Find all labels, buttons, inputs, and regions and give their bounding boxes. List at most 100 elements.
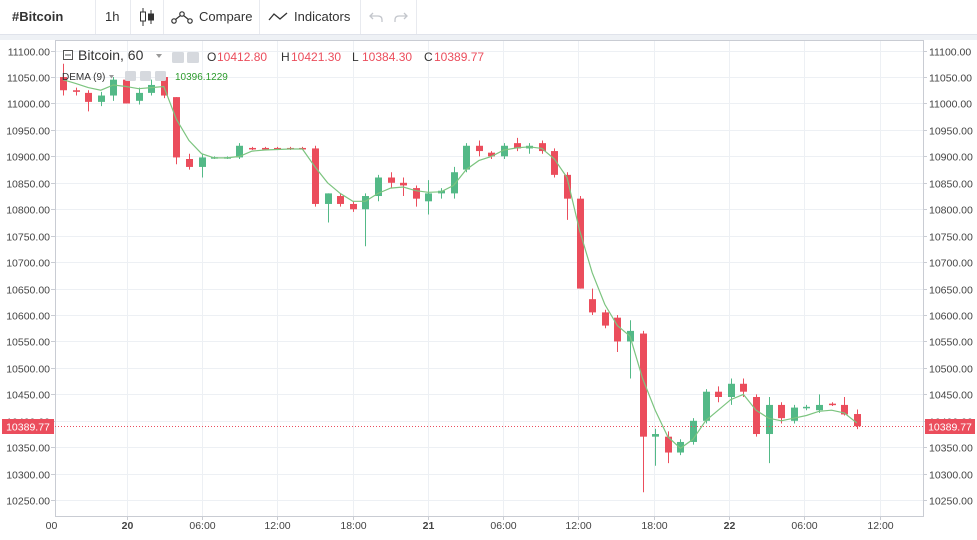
candle-body xyxy=(451,172,458,194)
x-tick-label: 21 xyxy=(423,520,435,532)
candle-body xyxy=(816,404,823,411)
last-price-label-left: 10389.77 xyxy=(6,422,50,434)
x-tick-label: 18:00 xyxy=(641,520,667,532)
undo-button[interactable] xyxy=(369,0,383,34)
candle-body xyxy=(829,403,836,406)
candlestick-icon xyxy=(140,8,154,26)
y-tick-label-left: 11000.00 xyxy=(7,99,50,111)
price-chart[interactable]: 10250.0010300.0010350.0010400.0010450.00… xyxy=(0,40,977,535)
legend-dropdown-icon[interactable] xyxy=(156,54,162,58)
y-axis-right[interactable]: 10250.0010300.0010350.0010400.0010450.00… xyxy=(923,47,973,508)
y-tick-label-right: 10700.00 xyxy=(929,258,973,270)
toolbar-divider xyxy=(259,0,260,34)
indicators-icon xyxy=(268,12,288,21)
grid xyxy=(55,40,923,516)
legend-settings-icon[interactable] xyxy=(187,52,199,63)
y-tick-label-right: 10550.00 xyxy=(929,337,973,349)
last-price-marker: 10389.77 10389.77 xyxy=(2,419,975,434)
compare-button[interactable]: Compare xyxy=(171,0,252,34)
candle-body xyxy=(388,177,395,183)
candle-body xyxy=(614,317,621,342)
indicator-dropdown-icon[interactable] xyxy=(109,75,114,79)
candle-body xyxy=(199,157,206,167)
legend-close-value: 10389.77 xyxy=(434,50,484,64)
candle-body xyxy=(98,95,105,102)
candle-body xyxy=(236,145,243,158)
x-tick-label: 06:00 xyxy=(189,520,215,532)
y-tick-label-left: 10500.00 xyxy=(6,364,50,376)
candle-body xyxy=(476,145,483,152)
candle-body xyxy=(803,406,810,409)
y-tick-label-left: 10450.00 xyxy=(6,390,50,402)
x-axis[interactable]: 00 20 06:00 12:00 18:00 21 06:00 12:00 18:00 22 06… xyxy=(46,516,894,532)
candle-body xyxy=(425,193,432,202)
candle-body xyxy=(703,391,710,421)
toolbar-divider xyxy=(360,0,361,34)
candle-body xyxy=(85,92,92,102)
candle-body xyxy=(640,333,647,437)
x-tick-label: 12:00 xyxy=(264,520,290,532)
candle-body xyxy=(362,196,369,210)
candle-body xyxy=(249,147,256,150)
candle-body xyxy=(715,391,722,397)
candle-body xyxy=(136,92,143,101)
candle-body xyxy=(766,404,773,435)
interval-button[interactable]: 1h xyxy=(105,9,120,24)
indicator-settings-icon[interactable] xyxy=(140,71,151,81)
candle-body xyxy=(577,198,584,289)
chart-area[interactable]: 10250.0010300.0010350.0010400.0010450.00… xyxy=(0,40,977,535)
toolbar-divider xyxy=(163,0,164,34)
chart-type-button[interactable] xyxy=(139,0,155,34)
legend-close-label: C xyxy=(424,50,433,64)
legend-low-value: 10384.30 xyxy=(362,50,412,64)
last-price-tag-right xyxy=(925,419,975,434)
indicator-label: DEMA (9) xyxy=(62,72,105,83)
indicators-button[interactable]: Indicators xyxy=(268,0,350,34)
y-tick-label-left: 11100.00 xyxy=(8,47,50,59)
x-tick-label: 06:00 xyxy=(490,520,516,532)
y-tick-label-right: 11100.00 xyxy=(929,47,971,59)
toolbar: #Bitcoin 1h Compare Indicators xyxy=(0,0,977,35)
candle-body xyxy=(148,84,155,93)
symbol-search[interactable]: #Bitcoin xyxy=(12,9,64,24)
candle-body xyxy=(488,152,495,157)
y-tick-label-left: 10850.00 xyxy=(6,179,50,191)
toolbar-divider xyxy=(95,0,96,34)
candle-body xyxy=(677,441,684,453)
y-tick-label-right: 10450.00 xyxy=(929,390,973,402)
x-tick-label: 06:00 xyxy=(791,520,817,532)
legend-high-label: H xyxy=(281,50,290,64)
candle-body xyxy=(413,188,420,199)
candle-body xyxy=(854,414,861,427)
candle-body xyxy=(665,436,672,453)
toolbar-divider xyxy=(416,0,417,34)
y-tick-label-right: 10300.00 xyxy=(929,470,973,482)
x-tick-label: 22 xyxy=(724,520,736,532)
last-price-tag-left xyxy=(2,419,54,434)
legend-open-label: O xyxy=(207,50,216,64)
y-tick-label-right: 10900.00 xyxy=(929,152,973,164)
indicator-remove-icon[interactable] xyxy=(155,71,166,81)
indicator-eye-icon[interactable] xyxy=(125,71,136,81)
y-tick-label-left: 10550.00 xyxy=(6,337,50,349)
legend-low-label: L xyxy=(352,50,359,64)
y-tick-label-left: 10300.00 xyxy=(6,470,50,482)
y-tick-label-left: 10250.00 xyxy=(6,496,50,508)
candle-body xyxy=(274,147,281,150)
candle-body xyxy=(841,404,848,415)
y-tick-label-left: 10650.00 xyxy=(6,285,50,297)
candle-body xyxy=(375,177,382,197)
candle-body xyxy=(73,90,80,92)
x-tick-label: 12:00 xyxy=(867,520,893,532)
y-tick-label-right: 10350.00 xyxy=(929,443,973,455)
redo-button[interactable] xyxy=(394,0,408,34)
redo-icon xyxy=(394,12,408,22)
x-tick-label: 00 xyxy=(46,520,58,532)
candle-body xyxy=(551,151,558,175)
y-tick-label-right: 10500.00 xyxy=(929,364,973,376)
candle-body xyxy=(173,97,180,158)
y-tick-label-right: 10800.00 xyxy=(929,205,973,217)
legend-title: Bitcoin, 60 xyxy=(78,47,144,63)
legend-eye-icon[interactable] xyxy=(172,52,184,63)
compare-icon xyxy=(171,11,193,24)
